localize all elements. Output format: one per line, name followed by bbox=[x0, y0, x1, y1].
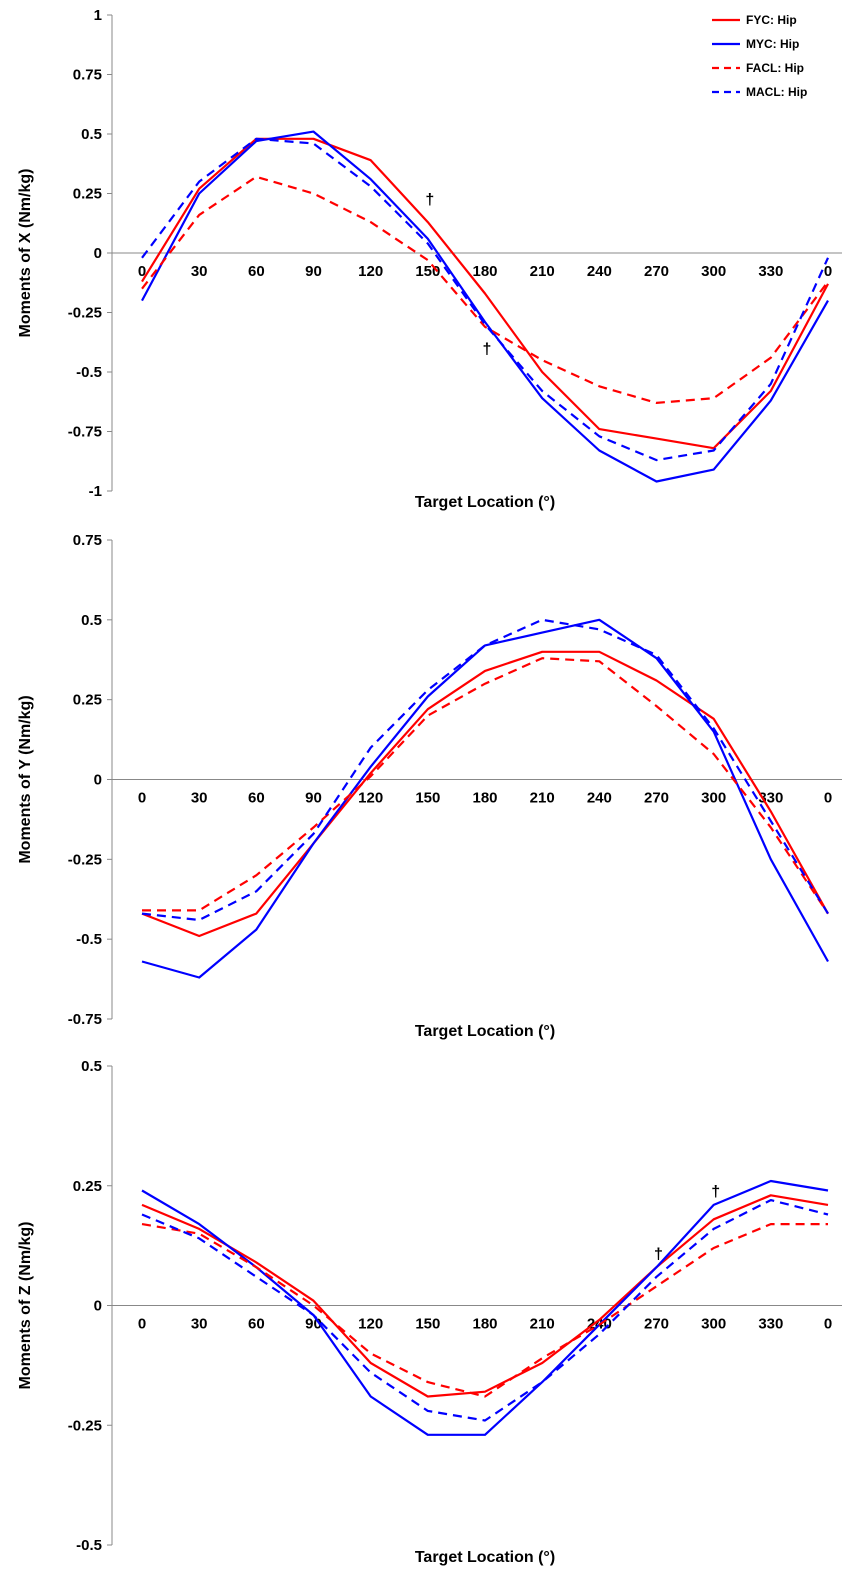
x-tick-label: 270 bbox=[644, 1316, 669, 1333]
series-line-faclhip bbox=[142, 657, 829, 915]
legend-label: MACL: Hip bbox=[746, 85, 807, 99]
x-tick-label: 60 bbox=[248, 263, 265, 280]
y-tick-label: -0.5 bbox=[76, 931, 102, 948]
significance-dagger: † bbox=[711, 1184, 720, 1201]
x-tick-label: 180 bbox=[472, 1316, 497, 1333]
series-line-faclhip bbox=[141, 175, 829, 404]
series-line-maclhip bbox=[141, 137, 830, 462]
x-tick-label: 210 bbox=[530, 1316, 555, 1333]
y-tick-label: 0 bbox=[94, 772, 102, 789]
series-line-fychip bbox=[141, 650, 829, 938]
y-tick-label: 0.5 bbox=[81, 1058, 102, 1075]
x-tick-label: 0 bbox=[824, 1316, 832, 1333]
x-tick-label: 300 bbox=[701, 790, 726, 807]
legend-label: FYC: Hip bbox=[746, 13, 797, 27]
y-axis-title: Moments of X (Nm/kg) bbox=[17, 169, 34, 338]
x-tick-label: 210 bbox=[530, 790, 555, 807]
x-axis-title: Target Location (°) bbox=[415, 494, 555, 511]
y-tick-label: -0.5 bbox=[76, 364, 102, 381]
significance-dagger: † bbox=[483, 341, 492, 358]
x-tick-label: 30 bbox=[191, 263, 208, 280]
y-tick-label: 0.75 bbox=[73, 532, 102, 549]
x-tick-label: 90 bbox=[305, 263, 322, 280]
series-line-mychip bbox=[141, 130, 829, 483]
x-tick-label: 270 bbox=[644, 790, 669, 807]
x-tick-label: 120 bbox=[358, 790, 383, 807]
x-tick-label: 240 bbox=[587, 263, 612, 280]
y-tick-label: 0.25 bbox=[73, 1178, 102, 1195]
legend-label: FACL: Hip bbox=[746, 61, 804, 75]
x-tick-label: 0 bbox=[824, 790, 832, 807]
x-tick-label: 30 bbox=[191, 1316, 208, 1333]
significance-dagger: † bbox=[425, 191, 434, 208]
y-axis-title: Moments of Y (Nm/kg) bbox=[17, 695, 34, 863]
x-axis-title: Target Location (°) bbox=[415, 1023, 555, 1040]
legend-label: MYC: Hip bbox=[746, 37, 799, 51]
y-tick-label: -0.5 bbox=[76, 1537, 102, 1554]
x-tick-label: 60 bbox=[248, 790, 265, 807]
x-tick-label: 0 bbox=[824, 263, 832, 280]
series-line-fychip bbox=[141, 1194, 829, 1398]
x-tick-label: 240 bbox=[587, 790, 612, 807]
significance-dagger: † bbox=[654, 1246, 663, 1263]
x-tick-label: 300 bbox=[701, 263, 726, 280]
x-tick-label: 150 bbox=[415, 790, 440, 807]
x-tick-label: 120 bbox=[358, 1316, 383, 1333]
y-tick-label: 0.5 bbox=[81, 126, 102, 143]
x-tick-label: 150 bbox=[415, 1316, 440, 1333]
y-tick-label: 0.5 bbox=[81, 612, 102, 629]
y-axis-title: Moments of Z (Nm/kg) bbox=[17, 1222, 34, 1390]
x-tick-label: 330 bbox=[758, 263, 783, 280]
x-tick-label: 0 bbox=[138, 790, 146, 807]
series-line-maclhip bbox=[141, 618, 829, 922]
y-tick-label: 0.25 bbox=[73, 692, 102, 709]
y-tick-label: 0 bbox=[94, 1298, 102, 1315]
x-tick-label: 90 bbox=[305, 790, 322, 807]
series-line-faclhip bbox=[141, 1222, 828, 1398]
x-tick-label: 30 bbox=[191, 790, 208, 807]
y-tick-label: -1 bbox=[89, 483, 102, 500]
x-tick-label: 0 bbox=[138, 263, 146, 280]
x-tick-label: 330 bbox=[758, 1316, 783, 1333]
y-tick-label: -0.25 bbox=[68, 851, 102, 868]
y-tick-label: -0.75 bbox=[68, 1011, 102, 1028]
x-tick-label: 210 bbox=[530, 263, 555, 280]
x-tick-label: 300 bbox=[701, 1316, 726, 1333]
y-tick-label: -0.25 bbox=[68, 305, 102, 322]
y-tick-label: -0.25 bbox=[68, 1417, 102, 1434]
x-tick-label: 270 bbox=[644, 263, 669, 280]
y-tick-label: 0 bbox=[94, 245, 102, 262]
series-line-maclhip bbox=[141, 1198, 829, 1422]
y-tick-label: 0.25 bbox=[73, 186, 102, 203]
x-tick-label: 60 bbox=[248, 1316, 265, 1333]
x-tick-label: 180 bbox=[472, 790, 497, 807]
y-tick-label: -0.75 bbox=[68, 424, 102, 441]
x-tick-label: 180 bbox=[472, 263, 497, 280]
x-axis-title: Target Location (°) bbox=[415, 1549, 555, 1566]
y-tick-label: 0.75 bbox=[73, 67, 102, 84]
series-line-mychip bbox=[141, 618, 829, 979]
series-line-fychip bbox=[141, 137, 829, 450]
x-tick-label: 0 bbox=[138, 1316, 146, 1333]
x-tick-label: 120 bbox=[358, 263, 383, 280]
y-tick-label: 1 bbox=[94, 7, 102, 24]
